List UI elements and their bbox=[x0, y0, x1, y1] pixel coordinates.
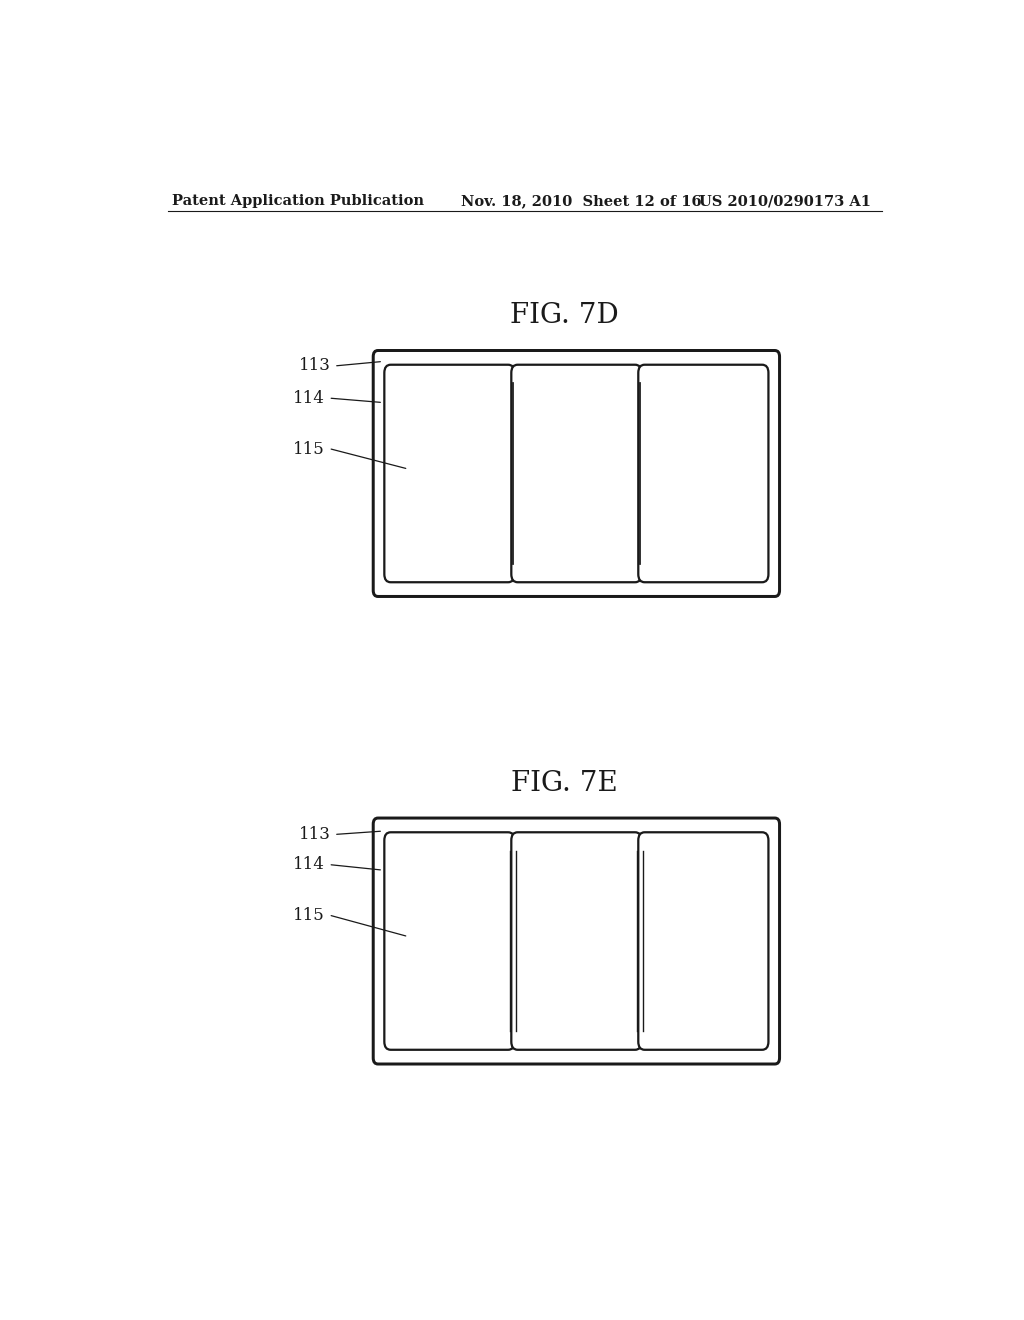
Text: 114: 114 bbox=[293, 857, 325, 874]
FancyBboxPatch shape bbox=[511, 364, 641, 582]
FancyBboxPatch shape bbox=[384, 364, 514, 582]
FancyBboxPatch shape bbox=[511, 833, 641, 1049]
Text: US 2010/0290173 A1: US 2010/0290173 A1 bbox=[699, 194, 871, 209]
FancyBboxPatch shape bbox=[373, 351, 779, 597]
Text: FIG. 7D: FIG. 7D bbox=[510, 302, 618, 330]
Text: FIG. 7E: FIG. 7E bbox=[511, 770, 617, 797]
FancyBboxPatch shape bbox=[638, 833, 768, 1049]
Text: 113: 113 bbox=[298, 358, 331, 375]
Text: 114: 114 bbox=[293, 389, 325, 407]
FancyBboxPatch shape bbox=[384, 833, 514, 1049]
Text: Patent Application Publication: Patent Application Publication bbox=[172, 194, 424, 209]
FancyBboxPatch shape bbox=[638, 364, 768, 582]
Text: Nov. 18, 2010  Sheet 12 of 16: Nov. 18, 2010 Sheet 12 of 16 bbox=[461, 194, 701, 209]
FancyBboxPatch shape bbox=[373, 818, 779, 1064]
Text: 115: 115 bbox=[293, 907, 325, 924]
Text: 113: 113 bbox=[298, 826, 331, 842]
Text: 115: 115 bbox=[293, 441, 325, 458]
